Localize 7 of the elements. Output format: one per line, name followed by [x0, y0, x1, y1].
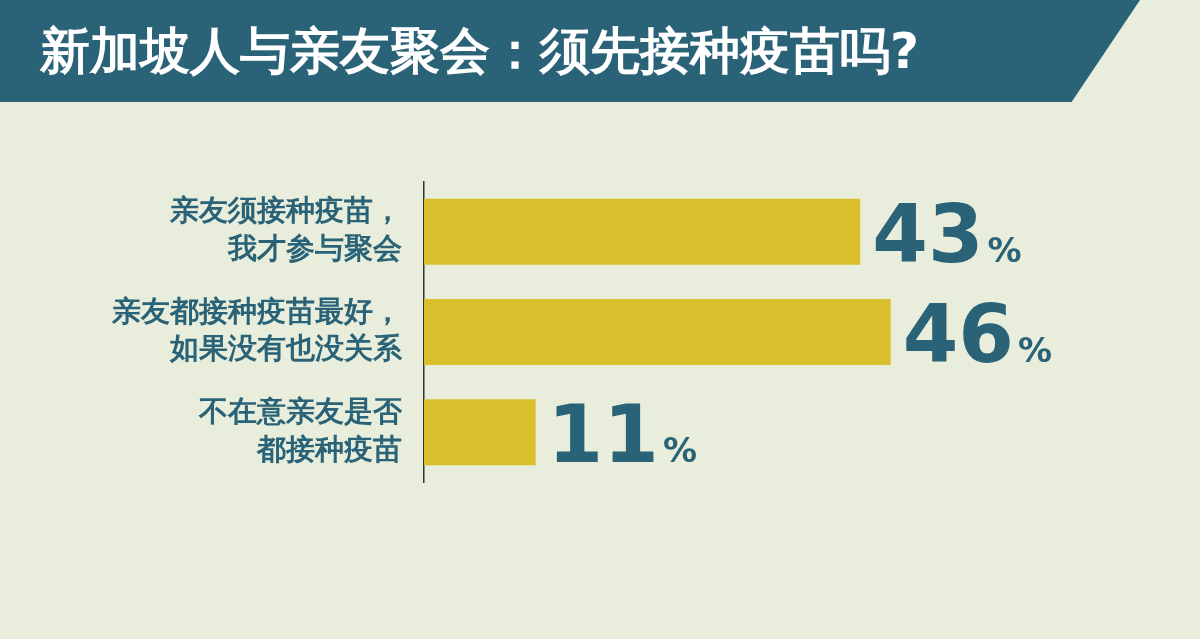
y-tick-label: 亲友须接种疫苗，我才参与聚会	[169, 193, 402, 266]
data-label: 11%	[547, 388, 697, 482]
data-label: 43%	[872, 187, 1022, 281]
chart-title: 新加坡人与亲友聚会：须先接种疫苗吗?	[40, 21, 920, 82]
y-tick-label: 亲友都接种疫苗最好，如果没有也没关系	[111, 293, 403, 366]
data-label: 46%	[902, 288, 1053, 381]
y-tick-label: 不在意亲友是否都接种疫苗	[198, 393, 403, 466]
